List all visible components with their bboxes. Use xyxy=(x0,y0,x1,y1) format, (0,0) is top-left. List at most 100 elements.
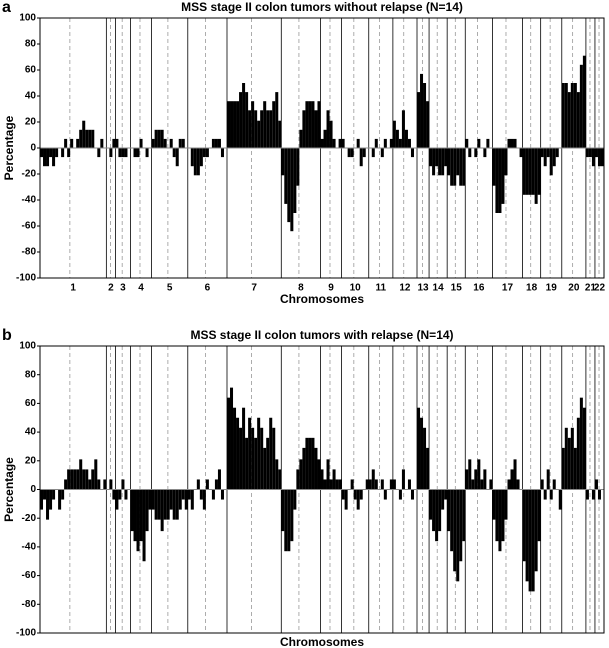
bar xyxy=(187,489,191,500)
y-tick-label: 60 xyxy=(25,398,37,409)
bar xyxy=(79,129,83,148)
plot-frame xyxy=(39,17,605,279)
bar xyxy=(245,92,249,148)
bar xyxy=(401,110,405,148)
bar xyxy=(266,437,270,490)
bar xyxy=(305,101,309,148)
bar xyxy=(287,489,291,552)
bar xyxy=(233,101,237,148)
bar xyxy=(588,148,592,158)
bar xyxy=(398,489,402,500)
bar xyxy=(196,479,200,490)
bar xyxy=(492,489,496,520)
bar xyxy=(600,148,604,167)
bar xyxy=(124,489,128,500)
bar xyxy=(236,417,240,490)
bar xyxy=(275,92,279,148)
bar xyxy=(320,469,324,490)
bar xyxy=(410,148,414,158)
bar xyxy=(287,148,291,223)
bar xyxy=(495,148,499,213)
bar xyxy=(392,479,396,490)
bar xyxy=(73,469,77,490)
bar xyxy=(181,138,185,148)
bar xyxy=(353,489,357,500)
x-tick-label: 2 xyxy=(108,283,114,294)
bar xyxy=(510,469,514,490)
bar xyxy=(371,148,375,158)
bar xyxy=(326,459,330,490)
bar xyxy=(103,479,107,490)
bar xyxy=(263,447,267,490)
bar xyxy=(516,479,520,490)
bar xyxy=(591,489,595,500)
bar xyxy=(178,489,182,510)
bar xyxy=(389,138,393,148)
bar xyxy=(61,489,65,500)
bar xyxy=(453,489,457,572)
bar xyxy=(380,479,384,490)
bar xyxy=(278,120,282,148)
bar xyxy=(52,148,56,167)
bar xyxy=(374,479,378,490)
bar xyxy=(296,148,300,186)
y-tick-label: 80 xyxy=(25,39,37,50)
bar xyxy=(567,437,571,490)
y-tick-label: 0 xyxy=(30,484,36,495)
bar xyxy=(362,148,366,158)
bar xyxy=(395,129,399,148)
bar xyxy=(118,148,122,158)
bar xyxy=(570,427,574,490)
bar xyxy=(407,479,411,490)
bar xyxy=(124,148,128,158)
bar xyxy=(423,83,427,148)
bar xyxy=(239,427,243,490)
bar xyxy=(338,138,342,148)
bar xyxy=(501,148,505,204)
bar xyxy=(329,479,333,490)
bar xyxy=(513,138,517,148)
bar xyxy=(558,489,562,510)
bar xyxy=(245,437,249,490)
x-tick-label: 22 xyxy=(594,283,606,294)
bar xyxy=(579,64,583,148)
chart-title: MSS stage II colon tumors without relaps… xyxy=(181,0,463,14)
bar xyxy=(284,489,288,552)
bar xyxy=(525,489,529,582)
bar xyxy=(474,148,478,158)
bar xyxy=(543,489,547,500)
bar xyxy=(290,148,294,232)
bar xyxy=(202,148,206,158)
bar xyxy=(513,459,517,490)
bar xyxy=(251,427,255,490)
bar xyxy=(181,489,185,500)
x-tick-label: 14 xyxy=(433,283,445,294)
bar xyxy=(570,83,574,148)
bar xyxy=(169,138,173,148)
bar xyxy=(320,138,324,148)
bar xyxy=(217,469,221,490)
bar xyxy=(239,92,243,148)
bar xyxy=(519,148,523,158)
bar xyxy=(468,148,472,158)
bar xyxy=(299,129,303,148)
bar xyxy=(368,479,372,490)
bar xyxy=(97,148,101,158)
bar xyxy=(540,479,544,490)
bar xyxy=(326,110,330,148)
y-tick-label: -20 xyxy=(22,169,37,180)
bar xyxy=(205,479,209,490)
bar xyxy=(462,148,466,186)
bar xyxy=(338,479,342,490)
x-tick-label: 21 xyxy=(585,283,597,294)
bar xyxy=(359,489,363,500)
bar xyxy=(175,148,179,167)
bar xyxy=(175,489,179,520)
bar xyxy=(254,437,258,490)
bar xyxy=(91,129,95,148)
bar xyxy=(450,489,454,552)
bar xyxy=(293,489,297,510)
y-tick-label: 100 xyxy=(19,13,36,24)
bar xyxy=(317,459,321,490)
bar xyxy=(220,148,224,158)
